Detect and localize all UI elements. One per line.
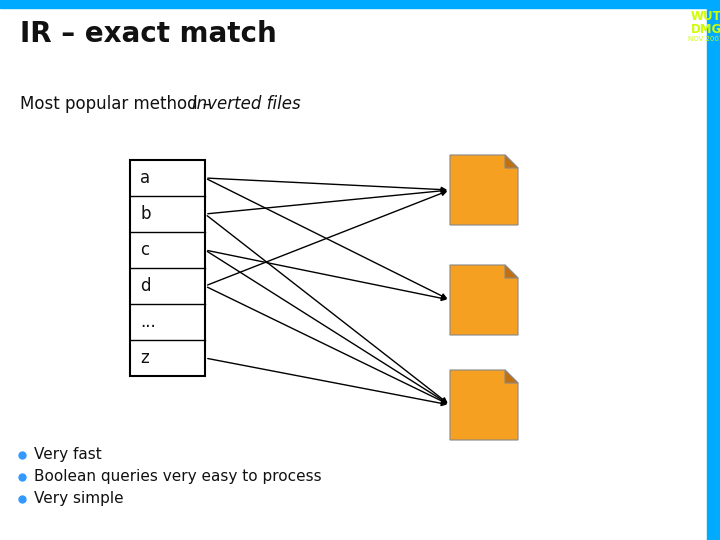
Text: ...: ... bbox=[140, 313, 156, 331]
Text: Boolean queries very easy to process: Boolean queries very easy to process bbox=[34, 469, 322, 484]
Bar bbox=[707, 0, 720, 540]
Text: z: z bbox=[140, 349, 149, 367]
Text: c: c bbox=[140, 241, 149, 259]
Text: b: b bbox=[140, 205, 150, 223]
Text: Very simple: Very simple bbox=[34, 491, 124, 507]
Text: WUT: WUT bbox=[690, 10, 720, 23]
Text: NOV 2001: NOV 2001 bbox=[688, 36, 720, 42]
Text: a: a bbox=[140, 169, 150, 187]
Polygon shape bbox=[505, 155, 518, 168]
Polygon shape bbox=[450, 265, 518, 335]
Text: DMG: DMG bbox=[690, 23, 720, 36]
Bar bbox=[130, 160, 205, 376]
Polygon shape bbox=[505, 370, 518, 383]
Polygon shape bbox=[450, 155, 518, 225]
Bar bbox=[0, 0, 720, 8]
Polygon shape bbox=[450, 370, 518, 440]
Text: d: d bbox=[140, 277, 150, 295]
Text: Most popular method –: Most popular method – bbox=[20, 95, 217, 113]
Text: Very fast: Very fast bbox=[34, 448, 102, 462]
Polygon shape bbox=[505, 265, 518, 278]
Text: IR – exact match: IR – exact match bbox=[20, 20, 276, 48]
Text: inverted files: inverted files bbox=[192, 95, 301, 113]
